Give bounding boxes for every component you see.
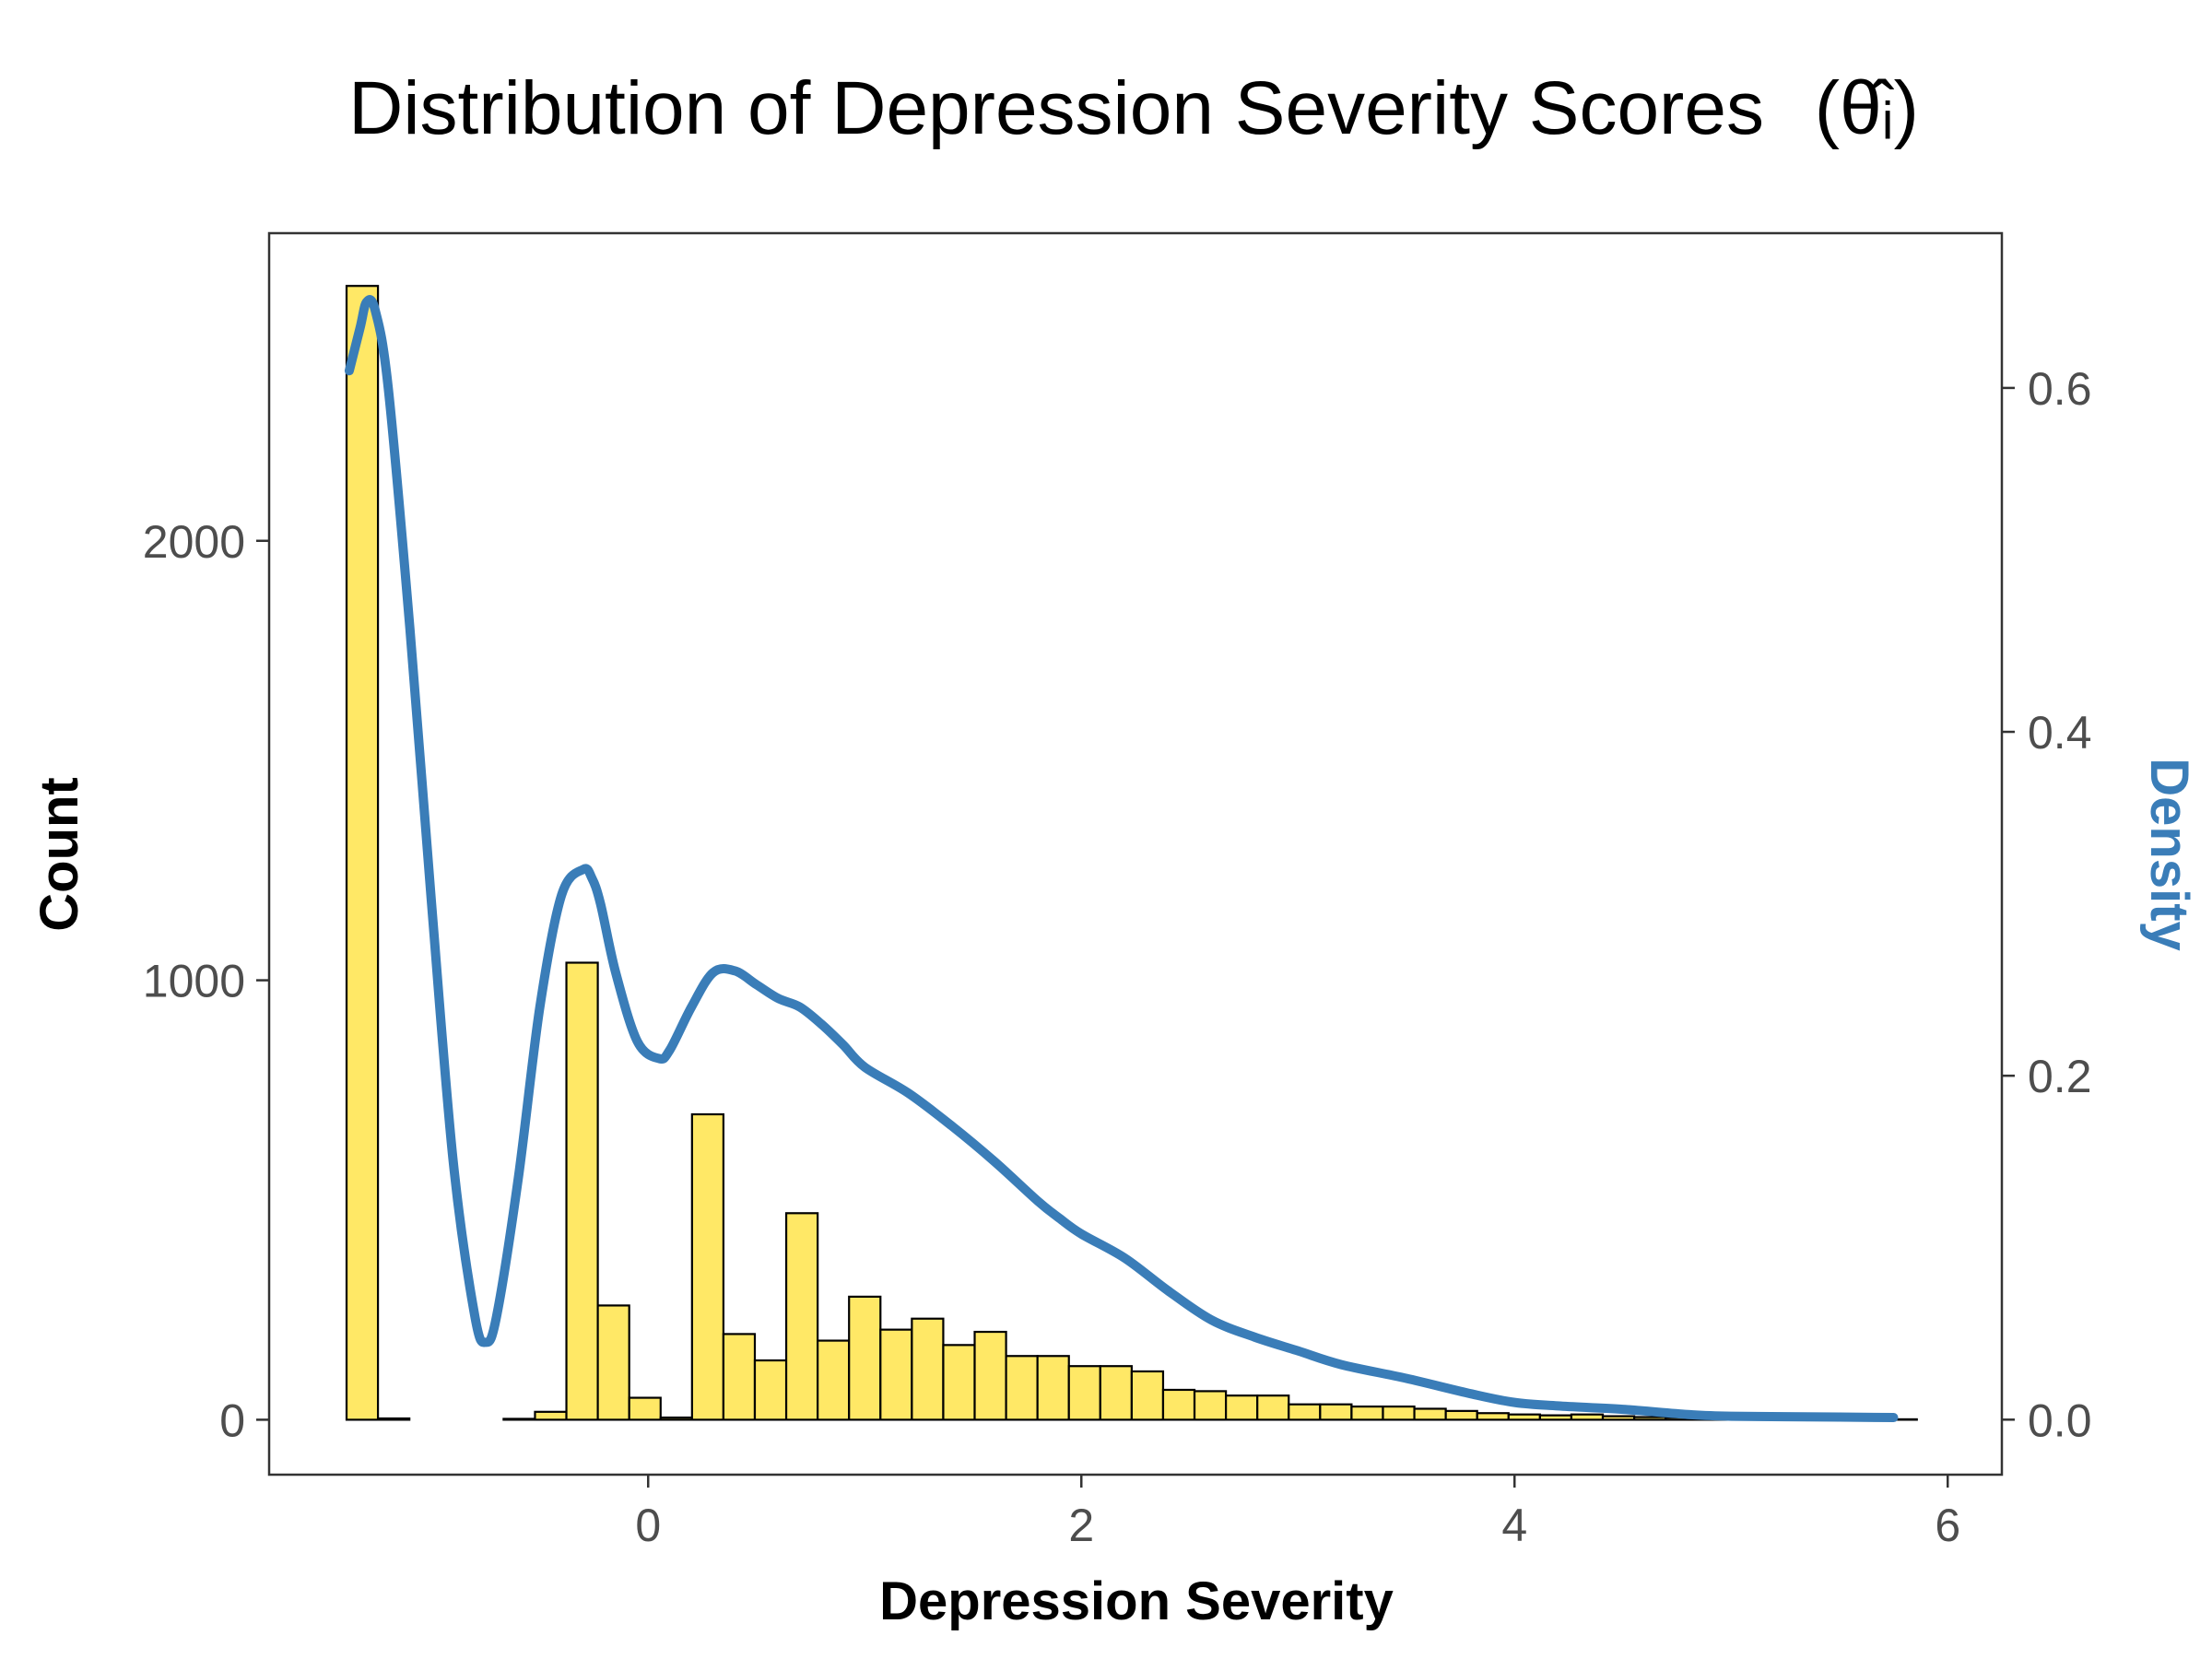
histogram-bar [659, 1416, 693, 1421]
histogram-bars [345, 285, 1918, 1421]
histogram-bar [596, 1304, 630, 1421]
histogram-bar [1036, 1355, 1070, 1421]
histogram-bar [973, 1330, 1007, 1421]
histogram-bar [690, 1112, 725, 1421]
y-tick-label: 2000 [143, 516, 245, 568]
histogram-bar [1288, 1403, 1322, 1421]
plot-panel-border [267, 231, 2004, 1477]
y-tick-label: 0 [219, 1394, 245, 1446]
histogram-bar [753, 1359, 788, 1421]
y2-axis-title: Density [2139, 758, 2199, 951]
y2-tick-label: 0.6 [2028, 363, 2092, 415]
chart-title-text: Distribution of Depression Severity Scor… [348, 66, 1764, 150]
histogram-bar [817, 1339, 851, 1421]
histogram-bar [942, 1344, 976, 1421]
chart-title-symbol: (θ̂ᵢ) [1815, 66, 1919, 150]
histogram-bar [1193, 1390, 1228, 1421]
histogram-bar [345, 285, 380, 1421]
histogram-bar [784, 1212, 819, 1421]
histogram-bar [1476, 1412, 1510, 1421]
histogram-bar [1507, 1413, 1541, 1421]
y2-tick-label: 0.4 [2028, 707, 2092, 759]
histogram-bar [1538, 1414, 1573, 1421]
x-tick-label: 4 [1501, 1500, 1527, 1551]
histogram-bar [1382, 1405, 1416, 1421]
histogram-bar [879, 1328, 913, 1421]
histogram-bar [1225, 1394, 1259, 1421]
chart-title: Distribution of Depression Severity Scor… [348, 66, 1919, 150]
histogram-bar [1099, 1365, 1133, 1421]
histogram-bar [1161, 1388, 1196, 1421]
histogram-bar [848, 1295, 882, 1421]
y-axis-right: 0.0 0.2 0.4 0.6 [2002, 363, 2092, 1446]
x-tick-label: 2 [1068, 1500, 1094, 1551]
histogram-bar [1413, 1407, 1447, 1421]
density-curve [344, 295, 1899, 1423]
y-tick-label: 1000 [143, 956, 245, 1007]
histogram-bar [1632, 1416, 1667, 1421]
histogram-bar [1570, 1413, 1605, 1421]
histogram-bar [628, 1396, 662, 1421]
histogram-bar [1601, 1415, 1636, 1421]
histogram-bar [1319, 1403, 1353, 1421]
histogram-bar [722, 1333, 757, 1421]
x-tick-label: 0 [635, 1500, 661, 1551]
histogram-bar [502, 1418, 536, 1421]
y2-tick-label: 0.0 [2028, 1394, 2092, 1446]
histogram-bar [565, 961, 599, 1421]
histogram-bar [1005, 1355, 1039, 1421]
histogram-bar [376, 1417, 411, 1421]
x-tick-label: 6 [1935, 1500, 1960, 1551]
y-axis-title: Count [29, 777, 89, 932]
x-axis: 0 2 4 6 [635, 1475, 1960, 1551]
histogram-bar [1067, 1365, 1101, 1421]
histogram-bar [1130, 1370, 1165, 1421]
x-axis-title: Depression Severity [879, 1571, 1394, 1631]
histogram-bar [911, 1317, 945, 1421]
y2-tick-label: 0.2 [2028, 1051, 2092, 1102]
histogram-bar [1350, 1405, 1384, 1421]
y-axis-left: 0 1000 2000 [143, 516, 269, 1446]
histogram-bar [534, 1410, 568, 1421]
histogram-bar [1256, 1394, 1290, 1421]
histogram-bar [1444, 1409, 1478, 1421]
